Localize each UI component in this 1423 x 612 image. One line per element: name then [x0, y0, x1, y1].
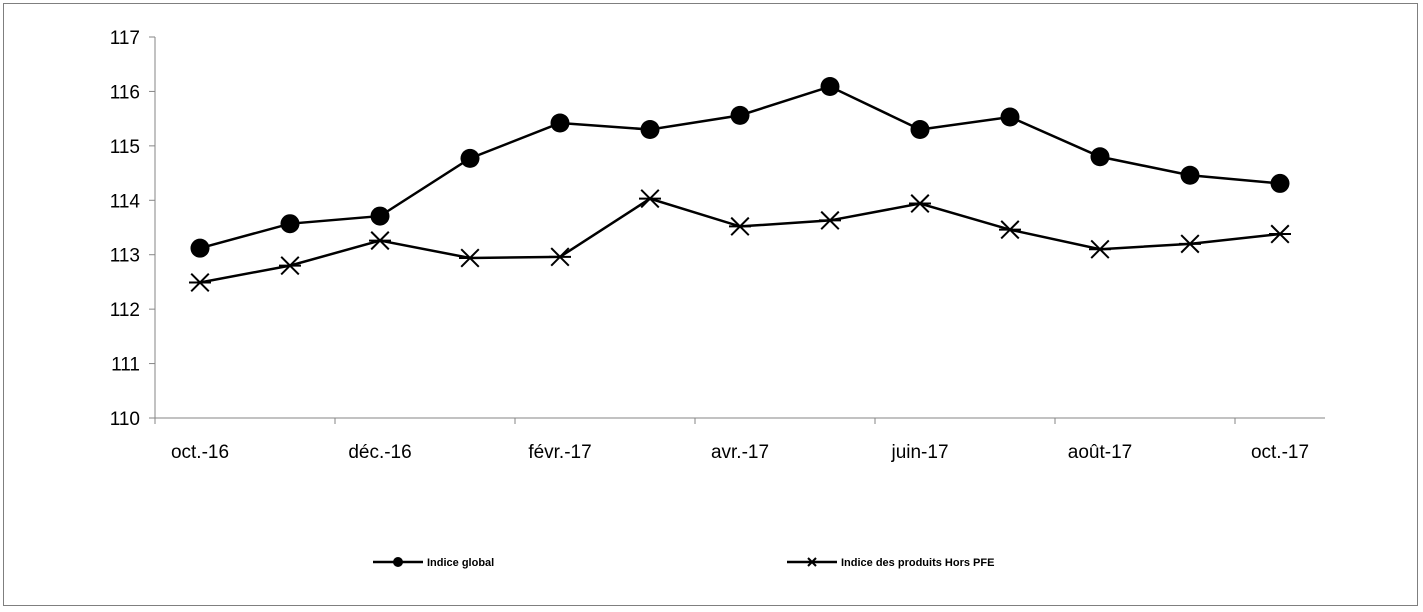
data-point [190, 238, 210, 258]
series-layer [189, 77, 1291, 292]
x-tick-label: avr.-17 [711, 442, 769, 463]
data-point [639, 189, 661, 209]
data-point [279, 256, 301, 276]
data-point [729, 216, 751, 236]
data-point [370, 206, 390, 226]
data-point [1179, 234, 1201, 254]
y-tick-label: 110 [110, 409, 140, 430]
data-point [189, 272, 211, 292]
data-point [1090, 147, 1110, 167]
x-tick-label: févr.-17 [528, 442, 591, 463]
chart-frame [3, 3, 1418, 606]
x-tick-label: déc.-16 [348, 442, 411, 463]
x-tick-label: oct.-16 [171, 442, 229, 463]
axes: 110 111 112 113 114 115 116 117 oct.-16 déc.-16 fé… [110, 28, 1325, 463]
y-tick-label: 112 [110, 300, 140, 321]
data-point [1270, 173, 1290, 193]
data-point [999, 220, 1021, 240]
data-point [280, 214, 300, 234]
y-tick-label: 116 [110, 82, 140, 103]
x-tick-label: oct.-17 [1251, 442, 1309, 463]
x-tick-label: août-17 [1068, 442, 1132, 463]
data-point [909, 194, 931, 214]
data-point [459, 248, 481, 268]
series-2 [189, 189, 1291, 292]
data-point [640, 120, 660, 140]
y-tick-label: 111 [111, 355, 140, 376]
data-point [369, 231, 391, 251]
data-point [819, 210, 841, 230]
data-point [1089, 239, 1111, 259]
series-line [199, 197, 1281, 284]
legend: Indice global Indice des produits Hors PF… [373, 557, 994, 569]
data-point [1000, 107, 1020, 127]
x-tick-label: juin-17 [890, 442, 948, 463]
data-point [549, 247, 571, 267]
data-point [1269, 224, 1291, 244]
data-point [910, 120, 930, 140]
legend-marker [807, 557, 817, 567]
y-tick-label: 115 [110, 137, 140, 158]
legend-item: Indice des produits Hors PFE [787, 557, 994, 569]
legend-item: Indice global [373, 557, 494, 569]
data-point [460, 148, 480, 168]
y-tick-label: 117 [110, 28, 140, 49]
y-tick-label: 114 [110, 191, 141, 212]
data-point [730, 105, 750, 125]
y-tick-label: 113 [110, 246, 140, 267]
legend-label: Indice des produits Hors PFE [841, 557, 994, 569]
data-point [820, 77, 840, 97]
series-1 [190, 77, 1290, 258]
legend-marker [393, 557, 403, 567]
legend-label: Indice global [427, 557, 494, 569]
data-point [550, 113, 570, 133]
data-point [1180, 165, 1200, 185]
